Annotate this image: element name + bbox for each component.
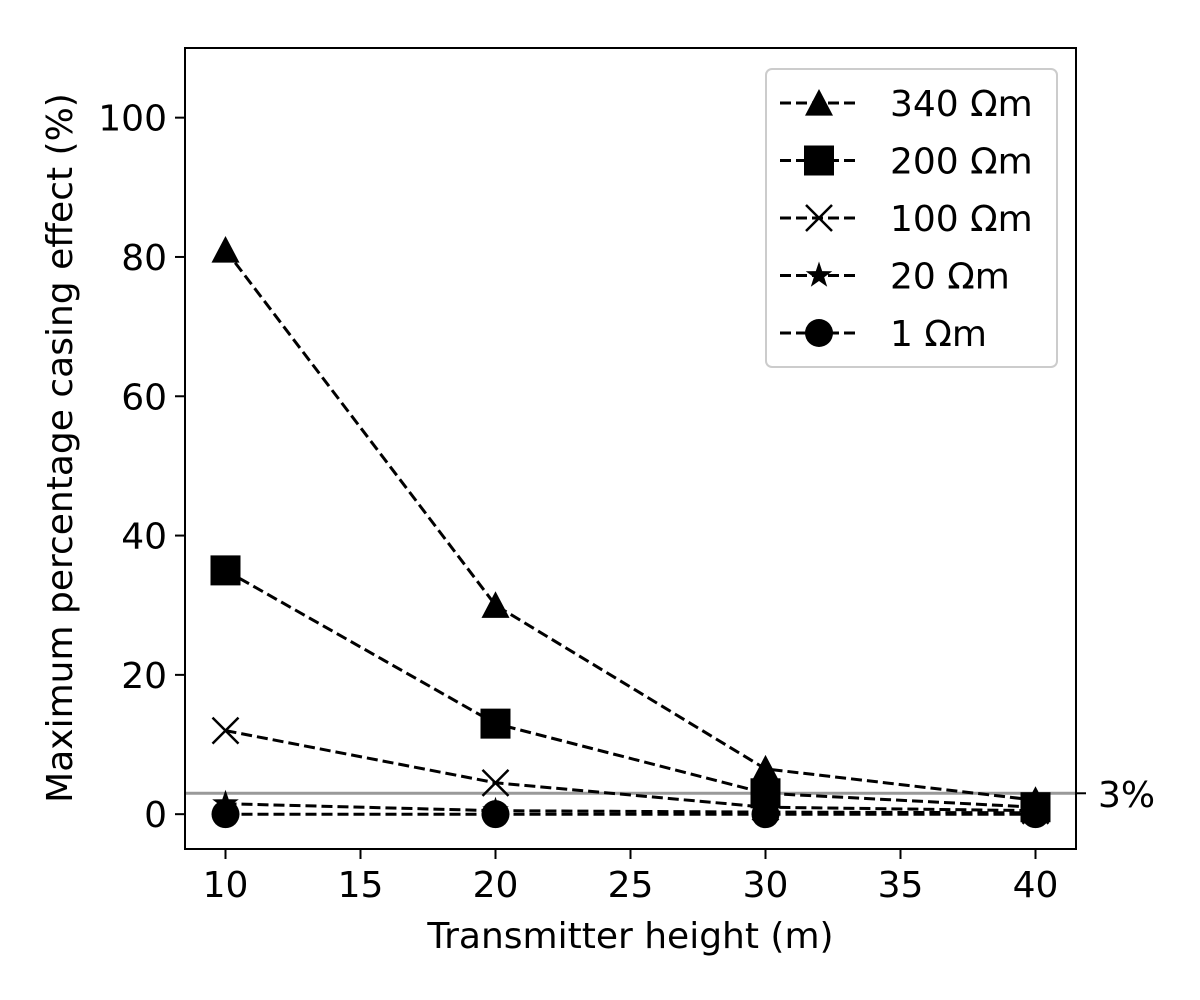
legend-label: 340 Ωm [890, 84, 1033, 125]
legend-label: 1 Ωm [890, 314, 987, 355]
data-point-triangle [752, 755, 780, 782]
legend-label: 20 Ωm [890, 257, 1010, 298]
series-square [211, 555, 1051, 822]
legend-label: 100 Ωm [890, 199, 1033, 240]
y-tick-label: 60 [121, 377, 167, 418]
series-line-x [226, 731, 1036, 811]
x-tick-label: 20 [473, 865, 519, 906]
x-tick-label: 30 [743, 865, 789, 906]
x-tick-label: 15 [338, 865, 384, 906]
data-point-triangle [482, 591, 510, 618]
data-point-square [211, 555, 241, 585]
x-tick-label: 10 [203, 865, 249, 906]
data-point-square [751, 778, 781, 808]
legend-marker-circle [805, 319, 833, 347]
x-tick-label: 35 [878, 865, 924, 906]
y-axis-label: Maximum percentage casing effect (%) [40, 93, 81, 803]
data-point-x [213, 718, 239, 744]
series-line-square [226, 570, 1036, 807]
legend: 340 Ωm 200 Ωm 100 Ωm 20 Ωm 1 Ωm [766, 69, 1057, 367]
reference-line-label: 3% [1098, 775, 1155, 816]
data-point-triangle [212, 236, 240, 263]
x-tick-label: 40 [1013, 865, 1059, 906]
legend-marker-square [804, 146, 834, 176]
y-tick-label: 20 [121, 656, 167, 697]
y-tick-label: 80 [121, 238, 167, 279]
y-tick-label: 0 [144, 795, 167, 836]
data-point-square [481, 709, 511, 739]
series-circle [212, 800, 1050, 828]
legend-label: 200 Ωm [890, 142, 1033, 183]
x-tick-label: 25 [608, 865, 654, 906]
y-tick-label: 100 [98, 99, 167, 140]
y-tick-label: 40 [121, 517, 167, 558]
x-axis-label: Transmitter height (m) [426, 916, 833, 957]
